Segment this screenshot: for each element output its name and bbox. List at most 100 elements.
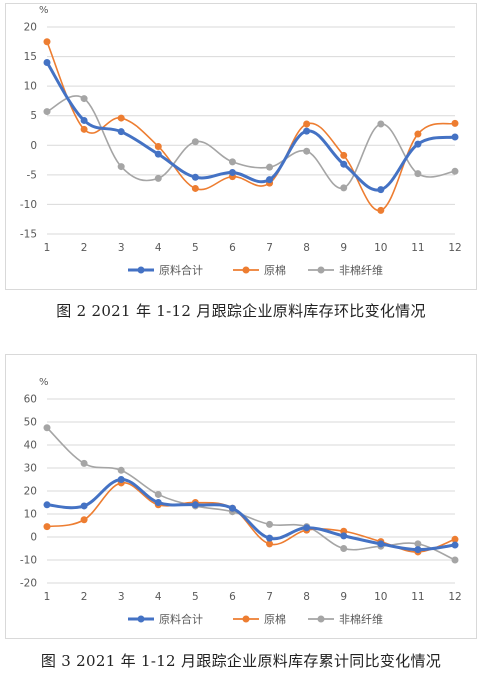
chart1-data-point — [377, 206, 385, 214]
chart1-data-point — [340, 151, 348, 159]
chart1-x-tick-label: 3 — [118, 242, 125, 254]
chart2-y-tick-label: 30 — [24, 463, 37, 475]
chart2-x-tick-label: 8 — [303, 591, 310, 603]
figure-2-caption: 图 2 2021 年 1-12 月跟踪企业原料库存环比变化情况 — [56, 302, 426, 320]
chart1-data-point — [414, 170, 422, 178]
chart1-data-point — [414, 130, 422, 138]
chart2-y-tick-label: 40 — [24, 440, 37, 452]
chart1-x-tick-label: 2 — [81, 242, 88, 254]
chart1-legend-marker — [137, 266, 145, 274]
chart1-data-point — [340, 160, 348, 168]
chart2-data-point — [414, 540, 422, 548]
chart1-data-point — [154, 150, 162, 158]
chart1-x-tick-label: 5 — [192, 242, 199, 254]
chart1-data-point — [191, 138, 199, 146]
chart1-legend-marker — [242, 266, 250, 274]
chart1-data-point — [377, 120, 385, 128]
chart1-y-tick-label: -15 — [20, 229, 37, 241]
chart2-series-line — [46, 426, 456, 561]
chart2-data-point — [43, 523, 51, 531]
chart1-data-point — [340, 184, 348, 192]
chart1-x-tick-label: 9 — [340, 242, 347, 254]
chart2-x-tick-label: 6 — [229, 591, 236, 603]
chart1-data-point — [43, 108, 51, 116]
chart1-x-tick-label: 12 — [448, 242, 461, 254]
chart1-legend-label: 非棉纤维 — [339, 263, 383, 277]
chart2-data-point — [43, 501, 51, 509]
chart1-x-tick-label: 4 — [155, 242, 162, 254]
chart1-x-tick-label: 1 — [44, 242, 51, 254]
chart2-data-point — [154, 490, 162, 498]
chart1-y-tick-label: 0 — [30, 140, 37, 152]
chart1-x-tick-label: 6 — [229, 242, 236, 254]
chart1-x-tick-label: 11 — [411, 242, 424, 254]
chart2-y-tick-label: 10 — [24, 509, 37, 521]
chart1-data-point — [228, 168, 236, 176]
chart2-series-line — [46, 482, 456, 553]
chart-2: %6050403020100-10-201 2 3 4 5 6 7 8 9 10 11 12原料合计原… — [20, 377, 462, 626]
chart2-x-tick-label: 3 — [118, 591, 125, 603]
chart-2-frame: % 60 50 40 30 20 10 0 -10 -20 1 2 3 4 5 6 7 8 9 10 11 12 原料合计原… — [5, 354, 477, 639]
chart2-data-point — [340, 532, 348, 540]
chart2-y-tick-label: 0 — [30, 532, 37, 544]
chart2-data-point — [451, 541, 459, 549]
chart2-x-tick-label: 12 — [448, 591, 461, 603]
chart2-legend-marker — [137, 615, 145, 623]
chart2-data-point — [117, 466, 125, 474]
chart2-data-point — [228, 504, 236, 512]
chart1-data-point — [80, 95, 88, 103]
chart1-y-tick-label: 20 — [24, 22, 37, 34]
chart1-legend-label: 原棉 — [264, 263, 286, 277]
chart2-x-tick-label: 7 — [266, 591, 273, 603]
chart2-x-tick-label: 1 — [44, 591, 51, 603]
chart2-x-tick-label: 2 — [81, 591, 88, 603]
chart2-data-point — [80, 459, 88, 467]
chart2-x-tick-label: 5 — [192, 591, 199, 603]
chart2-y-tick-label: -10 — [20, 555, 37, 567]
chart1-data-point — [266, 176, 274, 184]
chart1-legend-marker — [317, 266, 325, 274]
chart-1-frame: % 20 15 10 5 0 -5 -10 -15 1 2 3 4 5 6 7 8 9 10 11 12 原料合计 原棉 非棉… — [5, 3, 477, 290]
chart1-data-point — [451, 167, 459, 175]
chart1-data-point — [117, 128, 125, 136]
chart1-unit-label: % — [39, 5, 49, 16]
chart1-series-line — [46, 40, 456, 212]
chart1-y-tick-label: 5 — [30, 110, 37, 122]
chart1-y-tick-label: -10 — [20, 199, 37, 211]
chart1-data-point — [303, 120, 311, 128]
chart2-x-tick-label: 9 — [340, 591, 347, 603]
chart2-data-point — [377, 540, 385, 548]
chart2-data-point — [266, 520, 274, 528]
chart2-x-tick-label: 11 — [411, 591, 424, 603]
chart2-data-point — [191, 501, 199, 509]
chart2-data-point — [266, 540, 274, 548]
chart1-x-tick-label: 7 — [266, 242, 273, 254]
chart2-data-point — [43, 424, 51, 432]
chart2-data-point — [451, 535, 459, 543]
chart2-x-tick-label: 4 — [155, 591, 162, 603]
chart2-data-point — [154, 499, 162, 506]
chart1-y-tick-label: -5 — [27, 169, 37, 181]
chart2-data-point — [80, 516, 88, 524]
chart2-legend-label: 原棉 — [264, 612, 286, 626]
chart2-legend-label: 非棉纤维 — [339, 612, 383, 626]
chart2-y-tick-label: 50 — [24, 417, 37, 429]
chart2-unit-label: % — [39, 377, 49, 388]
chart1-y-tick-label: 15 — [24, 51, 37, 63]
chart1-data-point — [451, 119, 459, 127]
chart2-series-line — [45, 477, 457, 552]
chart2-legend-marker — [317, 615, 325, 623]
chart2-data-point — [340, 545, 348, 552]
chart1-data-point — [191, 184, 199, 192]
chart2-data-point — [414, 546, 422, 554]
chart1-data-point — [414, 140, 422, 148]
chart1-data-point — [303, 147, 311, 155]
chart1-data-point — [117, 163, 125, 171]
chart1-data-point — [43, 38, 51, 46]
chart1-y-tick-label: 10 — [24, 81, 37, 93]
chart2-y-tick-label: 60 — [24, 394, 37, 406]
chart1-data-point — [191, 173, 199, 181]
chart1-data-point — [377, 186, 385, 194]
chart1-data-point — [451, 133, 459, 141]
